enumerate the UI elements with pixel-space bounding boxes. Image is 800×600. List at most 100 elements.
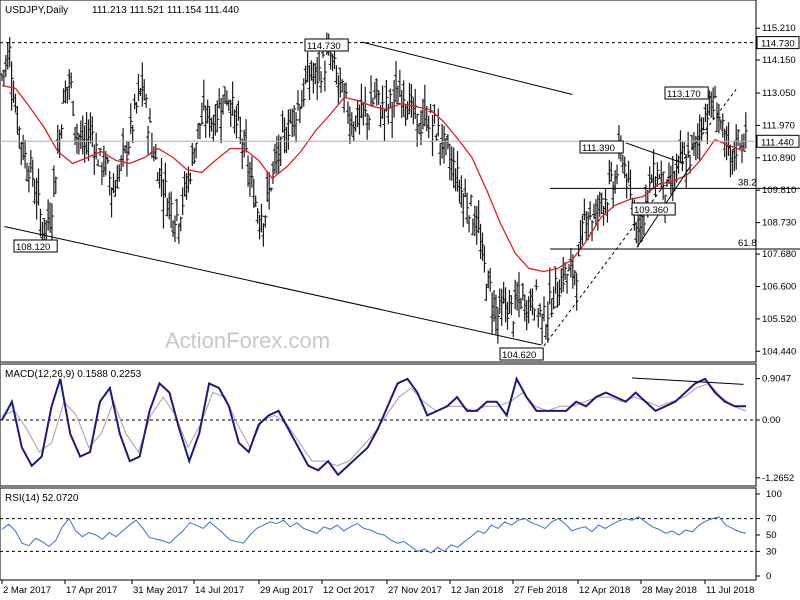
- ohlc-bar: [467, 215, 472, 233]
- ohlc-bar: [434, 134, 439, 141]
- ohlc-bar: [468, 194, 473, 207]
- macd-line: [1, 376, 746, 477]
- ohlc-bar: [94, 132, 99, 160]
- date-tick-label: 27 Feb 2018: [514, 585, 567, 596]
- ohlc-bar: [286, 109, 291, 150]
- ohlc-bar: [315, 56, 320, 100]
- ohlc-bar: [609, 161, 614, 182]
- rsi-tick-label: 50: [766, 530, 777, 541]
- ema-line: [1, 84, 747, 273]
- label-104620-box: [499, 347, 544, 361]
- ohlc-bar: [532, 309, 537, 321]
- ohlc-bar: [711, 87, 716, 120]
- ohlc-bar: [194, 142, 199, 159]
- ohlc-bar: [234, 105, 239, 139]
- ohlc-bar: [480, 232, 485, 261]
- ohlc-bar: [686, 131, 691, 159]
- macd-title: MACD(12,26,9) 0.1588 0.2253: [5, 369, 142, 380]
- ohlc-bar: [255, 208, 260, 224]
- date-tick-label: 11 Jul 2018: [706, 585, 754, 596]
- ohlc-bar: [319, 71, 324, 93]
- ohlc-bar: [542, 296, 547, 322]
- ohlc-bar: [580, 215, 585, 245]
- resistance-label: 114.730: [761, 39, 795, 50]
- ohlc-bar: [128, 103, 133, 135]
- ohlc-bar: [365, 113, 370, 140]
- label-104620: 104.620: [502, 350, 536, 361]
- macd-tick-label: 0.00: [762, 415, 781, 426]
- ohlc-bar: [146, 125, 151, 155]
- ohlc-bar: [509, 295, 514, 316]
- price-tick-label: 109.810: [762, 185, 796, 196]
- macd-panel-frame: [0, 363, 757, 487]
- ohlc-bar: [90, 116, 95, 147]
- price-tick-label: 108.730: [762, 218, 796, 229]
- ohlc-bar: [518, 297, 523, 310]
- ohlc-bar: [230, 81, 235, 116]
- ohlc-bar: [622, 156, 627, 179]
- macd-tick-label: -1.2652: [762, 473, 794, 484]
- ohlc-bar: [253, 195, 258, 207]
- ohlc-bar: [292, 105, 297, 137]
- ohlc-bar: [36, 168, 41, 206]
- ohlc-bar: [418, 110, 423, 146]
- ohlc-bar: [9, 61, 14, 111]
- ohlc-bar: [7, 37, 12, 68]
- ohlc-bar: [442, 125, 447, 164]
- ohlc-bar: [147, 108, 152, 123]
- ohlc-bar: [367, 115, 372, 131]
- ohlc-bar: [482, 246, 487, 273]
- ohlc-bar: [680, 141, 685, 172]
- label-114730: 114.730: [307, 41, 341, 52]
- ohlc-bar: [28, 150, 33, 173]
- ohlc-bar: [576, 244, 581, 257]
- ohlc-bar: [249, 156, 254, 188]
- label-114730-box: [304, 38, 349, 52]
- label-113170: 113.170: [667, 89, 701, 100]
- ohlc-bar: [269, 187, 274, 192]
- price-tick-label: 110.890: [762, 153, 796, 164]
- ohlc-bar: [615, 164, 620, 185]
- current-price-box: [756, 134, 800, 148]
- ohlc-bar: [409, 84, 414, 118]
- watermark: ActionForex.com: [165, 328, 330, 353]
- label-111390: 111.390: [582, 143, 615, 154]
- rsi-tick-label: 30: [766, 546, 777, 557]
- ohlc-bar: [344, 82, 349, 99]
- ohlc-bar: [126, 141, 131, 156]
- ohlc-bar: [238, 116, 243, 144]
- ohlc-bar: [551, 286, 556, 310]
- ohlc-bar: [495, 308, 500, 344]
- upper-channel-line: [361, 41, 573, 95]
- ohlc-bar: [426, 115, 431, 139]
- ohlc-bar: [38, 208, 43, 237]
- label-111390-box: [579, 140, 624, 154]
- ohlc-bar: [384, 79, 389, 112]
- date-tick-label: 29 Aug 2017: [260, 585, 313, 596]
- fib-382-label: 38.2: [738, 177, 757, 188]
- ohlc-bar: [641, 214, 646, 236]
- ohlc-bar: [736, 129, 741, 146]
- ohlc-bar: [599, 192, 604, 214]
- rsi-tick-label: 100: [766, 489, 782, 500]
- ohlc-bar: [317, 50, 322, 82]
- ohlc-bar: [534, 279, 539, 291]
- ohlc-bar: [115, 165, 120, 189]
- ohlc-bar: [603, 188, 608, 215]
- ohlc-bar: [565, 273, 570, 294]
- ohlc-bar: [134, 102, 139, 114]
- date-tick-label: 17 Apr 2017: [66, 585, 117, 596]
- ohlc-bar: [144, 93, 149, 108]
- rsi-title: RSI(14) 52.0720: [5, 493, 79, 504]
- label-113170-box: [664, 86, 709, 100]
- ohlc-bar: [628, 169, 633, 200]
- ohlc-bar: [388, 88, 393, 109]
- ohlc-bar: [588, 201, 593, 221]
- price-tick-label: 105.520: [762, 314, 796, 325]
- ohlc-bar: [199, 102, 204, 125]
- ohlc-bar: [71, 100, 76, 117]
- ohlc-bar: [547, 267, 552, 305]
- ohlc-bar: [334, 65, 339, 85]
- date-tick-label: 14 Jul 2017: [195, 585, 244, 596]
